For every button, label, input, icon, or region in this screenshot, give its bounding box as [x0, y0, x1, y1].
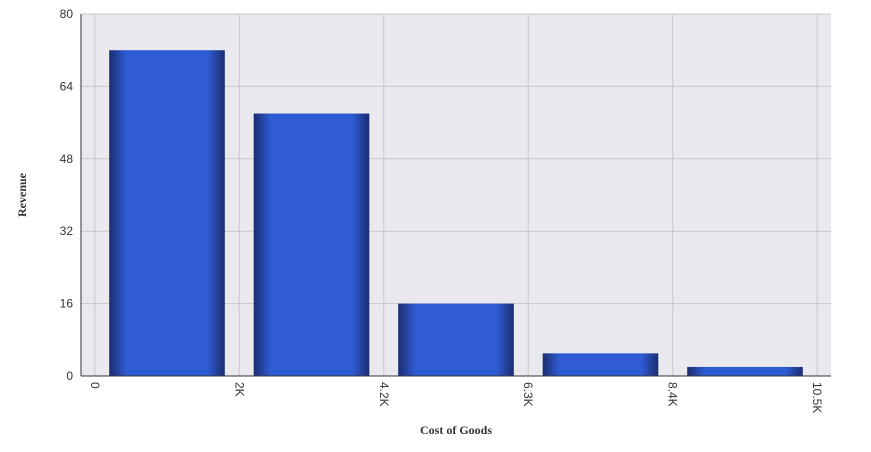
x-tick-label: 8.4K	[666, 382, 680, 407]
bar	[109, 50, 225, 376]
bar	[687, 366, 803, 376]
x-tick-label: 10.5K	[810, 382, 824, 413]
x-tick-label: 6.3K	[521, 382, 535, 407]
bar	[253, 113, 370, 377]
y-tick-label: 32	[60, 224, 74, 238]
x-tick-label: 2K	[232, 382, 246, 397]
x-tick-label: 4.2K	[377, 382, 391, 407]
bar	[542, 353, 659, 376]
y-axis-label: Revenue	[15, 172, 29, 217]
x-axis-label: Cost of Goods	[420, 423, 492, 437]
y-tick-label: 16	[60, 297, 74, 311]
y-tick-label: 64	[60, 79, 74, 93]
y-tick-label: 80	[60, 7, 74, 21]
y-tick-label: 0	[66, 369, 73, 383]
y-tick-label: 48	[60, 152, 74, 166]
x-tick-label: 0	[88, 382, 102, 389]
bar	[398, 303, 514, 376]
